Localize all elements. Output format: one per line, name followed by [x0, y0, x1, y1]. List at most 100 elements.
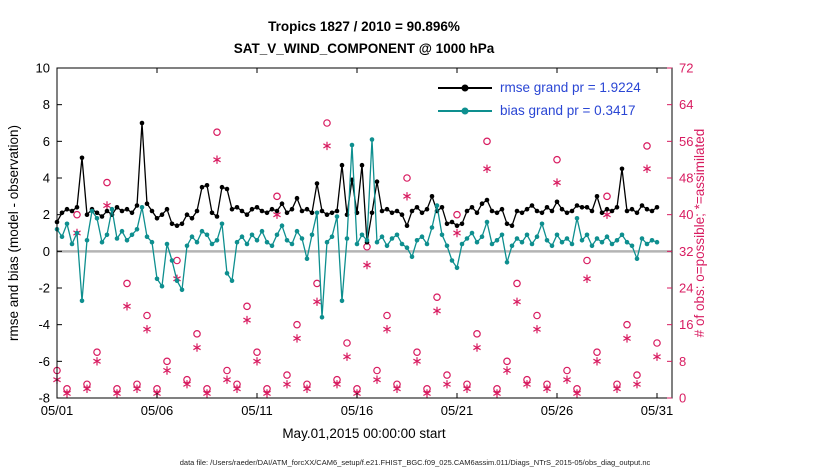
- possible-obs-marker: [343, 339, 351, 347]
- assimilated-obs-marker: [283, 380, 291, 389]
- possible-obs-marker: [163, 357, 171, 366]
- assimilated-obs-marker: [113, 389, 121, 398]
- possible-obs-marker: [103, 178, 111, 187]
- possible-obs-marker: [443, 371, 451, 379]
- possible-obs-marker: [633, 371, 641, 379]
- possible-obs-marker: [283, 371, 291, 379]
- y-tick-label-right: 32: [679, 244, 693, 259]
- assimilated-obs-marker: [563, 375, 571, 384]
- assimilated-obs-marker: [643, 164, 651, 173]
- bias-line-sample-icon: [438, 109, 492, 112]
- assimilated-obs-marker: [343, 352, 351, 361]
- y-tick-label-right: 40: [679, 207, 693, 222]
- x-tick-label: 05/01: [41, 403, 74, 418]
- possible-obs-marker: [603, 192, 611, 201]
- legend-row-bias: bias grand pr = 0.3417: [438, 99, 641, 122]
- x-tick-label: 05/11: [241, 403, 273, 418]
- assimilated-obs-marker: [613, 384, 621, 393]
- possible-obs-marker: [273, 192, 281, 201]
- assimilated-obs-marker: [323, 141, 331, 151]
- assimilated-obs-marker: [103, 201, 111, 210]
- assimilated-obs-marker: [183, 380, 191, 389]
- assimilated-obs-marker: [373, 375, 381, 384]
- y-tick-label-right: 8: [679, 354, 686, 369]
- assimilated-obs-marker: [383, 325, 391, 334]
- assimilated-obs-marker: [303, 384, 311, 393]
- assimilated-obs-marker: [413, 357, 421, 366]
- assimilated-obs-marker: [83, 384, 91, 393]
- x-tick-label: 05/21: [441, 403, 474, 418]
- y-tick-label-right: 24: [679, 281, 693, 296]
- y-tick-label-left: 10: [36, 61, 50, 76]
- assimilated-obs-marker: [493, 389, 501, 398]
- legend: rmse grand pr = 1.9224 bias grand pr = 0…: [438, 76, 641, 122]
- assimilated-obs-marker: [223, 375, 231, 384]
- possible-obs-marker: [453, 210, 461, 219]
- possible-obs-marker: [513, 279, 521, 288]
- assimilated-obs-marker: [393, 384, 401, 393]
- assimilated-obs-marker: [143, 325, 151, 334]
- x-axis-label: May.01,2015 00:00:00 start: [282, 426, 446, 441]
- assimilated-obs-marker: [193, 343, 201, 352]
- assimilated-obs-marker: [503, 366, 511, 375]
- assimilated-obs-marker: [523, 380, 531, 389]
- possible-obs-marker: [213, 128, 221, 136]
- possible-obs-marker: [623, 320, 631, 329]
- y-tick-label-right: 16: [679, 317, 693, 332]
- x-tick-label: 05/16: [341, 403, 374, 418]
- possible-obs-marker: [403, 174, 411, 182]
- y-tick-label-right: 0: [679, 391, 686, 406]
- possible-obs-marker: [503, 357, 511, 366]
- y-tick-label-left: 0: [43, 244, 50, 259]
- y-tick-label-right: 56: [679, 134, 693, 149]
- possible-obs-marker: [193, 330, 201, 338]
- y-tick-label-left: 2: [43, 207, 50, 222]
- possible-obs-marker: [223, 366, 231, 375]
- possible-obs-marker: [533, 311, 541, 320]
- y-tick-label-right: 72: [679, 61, 693, 76]
- possible-obs-marker: [313, 279, 321, 288]
- possible-obs-marker: [483, 137, 491, 146]
- assimilated-obs-marker: [603, 210, 611, 219]
- assimilated-obs-marker: [513, 297, 521, 306]
- assimilated-obs-marker: [213, 155, 221, 164]
- y-tick-label-left: -2: [38, 281, 50, 296]
- assimilated-obs-marker: [633, 380, 641, 389]
- legend-row-rmse: rmse grand pr = 1.9224: [438, 76, 641, 99]
- possible-obs-marker: [583, 256, 591, 265]
- y-tick-label-left: 4: [43, 171, 50, 186]
- rmse-legend-label: rmse grand pr = 1.9224: [500, 80, 641, 95]
- assimilated-obs-marker: [533, 325, 541, 334]
- possible-obs-marker: [553, 155, 561, 164]
- y-axis-label-left: rmse and bias (model - observation): [6, 125, 21, 341]
- possible-obs-marker: [363, 242, 371, 251]
- assimilated-obs-marker: [453, 228, 461, 238]
- assimilated-obs-marker: [123, 302, 131, 311]
- assimilated-obs-marker: [543, 384, 551, 393]
- y-tick-label-right: 64: [679, 97, 693, 112]
- possible-obs-marker: [433, 293, 441, 301]
- possible-obs-marker: [653, 339, 661, 347]
- possible-obs-marker: [293, 320, 301, 329]
- bias-legend-label: bias grand pr = 0.3417: [500, 103, 636, 118]
- x-tick-label: 05/06: [141, 403, 174, 418]
- assimilated-obs-marker: [483, 164, 491, 173]
- assimilated-obs-marker: [253, 357, 261, 366]
- rmse-line-sample-icon: [438, 86, 492, 89]
- assimilated-obs-marker: [593, 357, 601, 366]
- assimilated-obs-marker: [93, 357, 101, 366]
- assimilated-obs-marker: [423, 389, 431, 398]
- possible-obs-marker: [563, 366, 571, 375]
- assimilated-obs-marker: [363, 260, 371, 270]
- assimilated-obs-marker: [653, 352, 661, 361]
- assimilated-obs-marker: [623, 334, 631, 343]
- possible-obs-marker: [143, 311, 151, 320]
- y-tick-label-left: -6: [38, 354, 50, 369]
- possible-obs-marker: [473, 330, 481, 338]
- assimilated-obs-marker: [63, 389, 71, 398]
- assimilated-obs-marker: [433, 306, 441, 316]
- x-tick-label: 05/31: [641, 403, 674, 418]
- assimilated-obs-marker: [243, 315, 251, 325]
- data-file-path: data file: /Users/raeder/DAI/ATM_forcXX/…: [179, 458, 651, 467]
- assimilated-obs-marker: [573, 389, 581, 398]
